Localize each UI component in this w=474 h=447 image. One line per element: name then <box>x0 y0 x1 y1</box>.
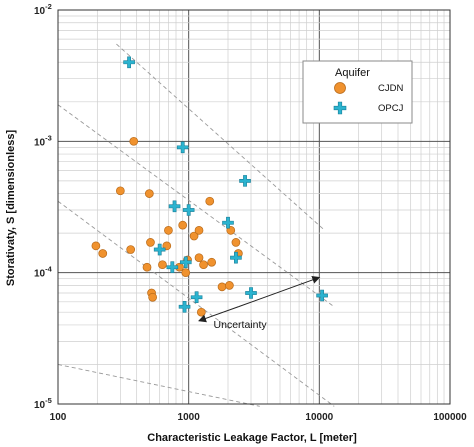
point-opcj <box>230 251 242 264</box>
reference-line <box>57 364 260 407</box>
point-cjdn <box>178 220 188 230</box>
uncertainty-arrow-left <box>198 306 239 323</box>
point-cjdn <box>196 307 206 317</box>
data-points <box>91 56 328 317</box>
point-cjdn <box>126 245 136 254</box>
point-cjdn <box>231 238 241 247</box>
legend-label-opcj: OPCJ <box>378 103 404 114</box>
point-cjdn <box>115 186 125 196</box>
legend-box <box>302 60 413 124</box>
legend-marker-cjdn <box>334 82 346 94</box>
point-cjdn <box>129 136 139 146</box>
y-tick-label: 10-3 <box>34 133 52 148</box>
point-opcj <box>178 300 191 313</box>
point-opcj <box>316 289 328 302</box>
uncertainty-arrow-right <box>238 276 321 308</box>
y-tick-label: 10-4 <box>34 265 53 280</box>
point-opcj <box>179 256 192 269</box>
x-tick-label: 10000 <box>305 412 333 423</box>
point-opcj <box>222 216 234 229</box>
point-opcj <box>166 261 179 274</box>
plot-area-frame <box>57 9 451 405</box>
point-cjdn <box>205 196 215 206</box>
y-tick-label: 10-5 <box>34 396 52 411</box>
point-cjdn <box>207 257 217 267</box>
uncertainty-label: Uncertainty <box>214 319 268 331</box>
point-cjdn <box>217 282 227 292</box>
point-cjdn <box>91 241 101 251</box>
y-tick-labels: 10-5 10-4 10-3 10-2 <box>34 2 53 411</box>
x-tick-label: 1000 <box>178 412 201 423</box>
point-opcj <box>123 56 135 69</box>
point-cjdn <box>98 249 108 258</box>
reference-line <box>116 43 326 231</box>
y-axis-title: Storativaty, S [dimensionless] <box>5 130 17 287</box>
reference-lines <box>57 43 335 407</box>
point-cjdn <box>146 238 155 247</box>
x-tick-label: 100000 <box>433 412 467 423</box>
y-tick-label: 10-2 <box>34 2 52 17</box>
point-cjdn <box>181 268 191 278</box>
point-cjdn <box>199 260 208 270</box>
point-opcj <box>176 141 189 154</box>
point-cjdn <box>225 281 234 290</box>
point-cjdn <box>194 225 204 235</box>
point-cjdn <box>189 231 199 241</box>
uncertainty-annotation: Uncertainty <box>198 276 321 331</box>
reference-line <box>57 200 335 407</box>
legend-marker-opcj <box>333 101 347 115</box>
point-cjdn <box>144 189 154 198</box>
x-axis-title: Characteristic Leakage Factor, L [meter] <box>147 432 357 444</box>
point-opcj <box>182 204 195 216</box>
point-cjdn <box>148 292 157 302</box>
point-opcj <box>245 287 257 299</box>
x-tick-labels: 100 1000 10000 100000 <box>50 412 467 423</box>
legend-title: Aquifer <box>335 67 370 79</box>
x-tick-label: 100 <box>50 412 67 423</box>
point-cjdn <box>164 225 173 235</box>
point-opcj <box>239 175 251 187</box>
legend-label-cjdn: CJDN <box>378 83 403 94</box>
point-opcj <box>168 200 181 213</box>
point-opcj <box>190 291 203 304</box>
legend: Aquifer CJDN OPCJ <box>302 60 413 124</box>
point-cjdn <box>142 262 152 272</box>
reference-line <box>57 104 335 308</box>
point-opcj <box>153 243 166 256</box>
point-cjdn <box>194 253 204 263</box>
point-cjdn <box>158 260 167 270</box>
